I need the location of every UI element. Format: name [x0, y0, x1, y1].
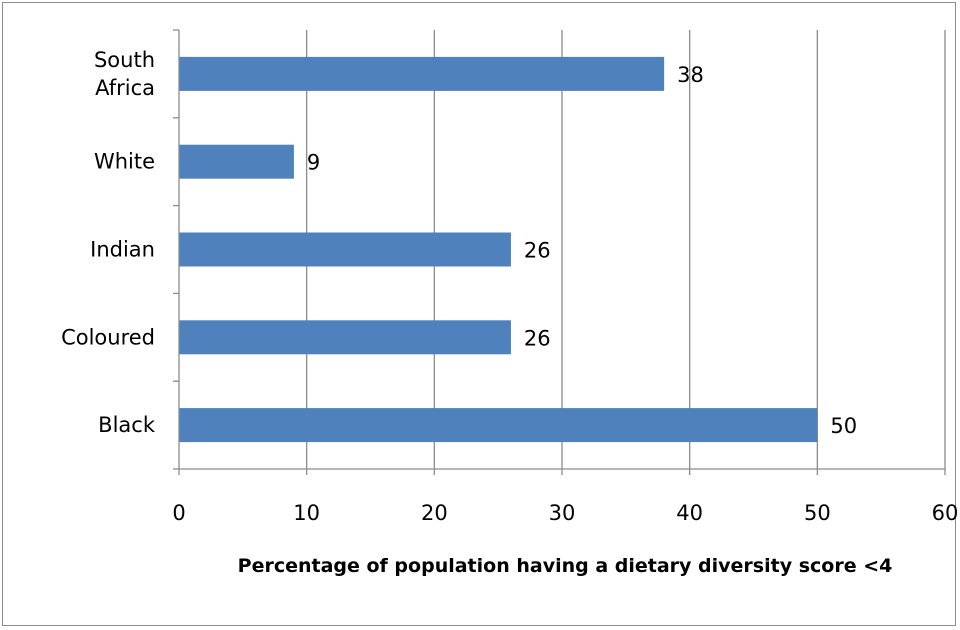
category-label: Coloured — [61, 325, 155, 349]
x-tick-label: 30 — [549, 501, 576, 525]
bars — [179, 56, 818, 443]
bar — [179, 408, 818, 443]
category-label-line: Indian — [90, 238, 155, 262]
category-label: Black — [98, 413, 156, 437]
x-axis-title: Percentage of population having a dietar… — [238, 555, 893, 577]
bar — [179, 320, 511, 355]
labels: 0 10 20 30 40 50 60 38 South Africa 9 White 26 Indian… — [61, 48, 958, 525]
data-label: 38 — [677, 63, 704, 87]
x-tick-label: 10 — [293, 501, 320, 525]
data-label: 26 — [524, 326, 551, 350]
category-label-line: Coloured — [61, 325, 155, 349]
category-label-line: White — [94, 150, 155, 174]
axes — [173, 29, 946, 475]
x-tick-label: 60 — [932, 501, 959, 525]
data-label: 9 — [307, 151, 320, 175]
bar — [179, 56, 665, 91]
category-label-line: South — [94, 48, 155, 72]
data-label: 26 — [524, 239, 551, 263]
category-label: South Africa — [94, 48, 155, 100]
gridlines — [306, 30, 946, 469]
x-tick-label: 40 — [676, 501, 703, 525]
x-tick-label: 0 — [172, 501, 185, 525]
bar — [179, 144, 294, 179]
category-label: Indian — [90, 238, 155, 262]
bar — [179, 232, 511, 267]
data-label: 50 — [830, 414, 857, 438]
x-tick-label: 20 — [421, 501, 448, 525]
category-label-line: Black — [98, 413, 156, 437]
category-label-line: Africa — [95, 76, 155, 100]
category-label: White — [94, 150, 155, 174]
x-tick-label: 50 — [804, 501, 831, 525]
